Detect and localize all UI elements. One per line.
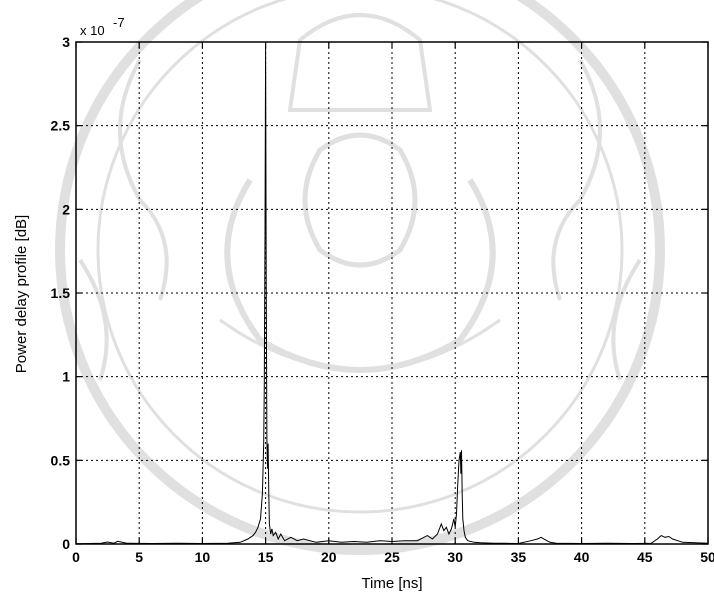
y-tick-label: 1 (62, 369, 70, 385)
x-tick-label: 50 (700, 549, 714, 565)
y-tick-label: 0.5 (51, 452, 71, 468)
y-tick-label: 2 (62, 201, 70, 217)
x-tick-label: 45 (637, 549, 653, 565)
y-multiplier-exponent: -7 (113, 15, 125, 30)
x-tick-label: 15 (258, 549, 274, 565)
y-tick-label: 1.5 (51, 285, 71, 301)
y-tick-labels: 0 0.5 1 1.5 2 2.5 3 (51, 34, 71, 552)
y-multiplier-label: x 10 (80, 23, 105, 38)
y-axis-label: Power delay profile [dB] (13, 215, 30, 373)
y-tick-label: 2.5 (51, 118, 71, 134)
x-tick-label: 5 (135, 549, 143, 565)
x-axis-label: Time [ns] (361, 575, 422, 592)
university-seal-watermark (55, 0, 665, 555)
x-tick-label: 30 (447, 549, 463, 565)
x-tick-label: 20 (321, 549, 337, 565)
y-tick-label: 0 (62, 536, 70, 552)
power-delay-profile-line (75, 45, 709, 545)
x-tick-labels: 0 5 10 15 20 25 30 35 40 45 50 (72, 549, 714, 565)
x-tick-label: 25 (384, 549, 400, 565)
x-tick-label: 35 (511, 549, 527, 565)
grid (76, 42, 708, 544)
y-tick-label: 3 (62, 34, 70, 50)
x-tick-label: 10 (195, 549, 211, 565)
x-tick-label: 0 (72, 549, 80, 565)
x-tick-label: 40 (574, 549, 590, 565)
